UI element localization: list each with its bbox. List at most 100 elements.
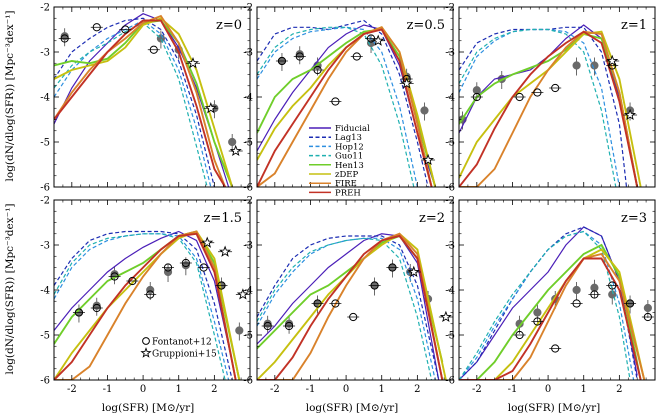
obs-star-point	[400, 77, 413, 89]
obs-filled-point	[263, 319, 272, 328]
obs-circle-point	[366, 34, 376, 43]
x-tick-label: 2	[211, 384, 217, 395]
y-tick-label: -6	[40, 376, 50, 387]
series-guo11	[257, 26, 415, 187]
obs-filled-point	[472, 86, 481, 95]
y-tick-label: -5	[243, 331, 253, 342]
legend-obs-star	[140, 347, 152, 358]
obs-circle-point	[217, 281, 226, 290]
x-axis-label-2: log(SFR) [M⊙/yr]	[306, 402, 399, 414]
legend-label-fiducial: Fiducial	[335, 124, 370, 134]
obs-circle-point	[349, 312, 358, 322]
obs-filled-point	[533, 308, 542, 317]
y-tick-label: -6	[445, 376, 455, 387]
obs-circle-point	[551, 83, 560, 93]
obs-circle-point	[515, 330, 524, 340]
series-lag13	[257, 19, 429, 187]
legend-label-preh: PREH	[335, 188, 361, 198]
legend-obs-circle	[142, 337, 150, 345]
y-tick-label: -5	[445, 138, 455, 149]
x-tick-label: -1	[103, 384, 113, 395]
plot-area	[459, 24, 642, 187]
y-tick-label: -2	[445, 3, 455, 14]
obs-star-point	[624, 108, 637, 121]
series-hop12	[257, 26, 418, 187]
obs-circle-point	[277, 56, 287, 66]
y-tick-label: -3	[40, 48, 50, 59]
obs-circle-point	[551, 344, 560, 353]
x-tick-label: 1	[379, 384, 385, 395]
y-tick-label: -6	[243, 183, 253, 194]
series-hen13	[54, 19, 234, 187]
obs-star-point	[229, 144, 242, 157]
obs-filled-point	[295, 50, 304, 59]
obs-circle-point	[149, 45, 158, 54]
series-hop12	[257, 237, 436, 380]
y-tick-label: -5	[40, 138, 50, 149]
obs-star-point	[439, 310, 452, 323]
obs-circle-point	[572, 299, 581, 308]
x-tick-label: 0	[343, 384, 349, 395]
series-preh	[459, 30, 639, 187]
y-tick-label: -4	[40, 93, 50, 104]
panel-frame	[458, 6, 656, 188]
obs-star-point	[407, 265, 420, 278]
panel-redshift-label: z=3	[621, 211, 647, 226]
obs-circle-point	[284, 321, 294, 331]
x-tick-label: 2	[616, 384, 622, 395]
series-hop12	[54, 19, 212, 187]
series-zdep	[54, 230, 241, 380]
series-fiducial	[257, 233, 440, 380]
obs-circle-point	[608, 281, 617, 290]
obs-circle-point	[92, 303, 101, 313]
series-hop12	[54, 233, 230, 380]
series-guo11	[257, 237, 433, 380]
obs-star-point	[219, 245, 232, 257]
series-fire	[54, 230, 237, 380]
y-tick-label: -2	[445, 196, 455, 207]
y-tick-label: -4	[40, 286, 50, 297]
series-preh	[54, 19, 226, 187]
obs-filled-point	[146, 285, 155, 295]
obs-star-point	[201, 236, 214, 248]
y-tick-label: -4	[243, 286, 253, 297]
panel-3: -2 -1 0 1 2-6-5-4-3-2z=1.5Fontanot+12Gruppio…	[40, 196, 251, 395]
series-preh	[459, 257, 642, 380]
obs-star-point	[422, 153, 435, 166]
panels: -6-5-4-3-2z=0-6-5-4-3-2z=0.5FiducialLag1…	[40, 3, 656, 395]
obs-circle-point	[263, 321, 272, 331]
y-tick-label: -5	[243, 138, 253, 149]
obs-circle-point	[199, 263, 208, 272]
panel-2: -6 -5 -4 -3 -2 z=1	[445, 3, 656, 194]
panel-redshift-label: z=1	[621, 18, 647, 33]
obs-circle-point	[110, 272, 119, 281]
series-fire	[459, 252, 646, 380]
y-tick-label: -2	[243, 196, 253, 207]
obs-filled-point	[228, 137, 237, 147]
series-guo11	[459, 28, 617, 187]
y-tick-label: -3	[243, 241, 253, 252]
series-fire	[54, 14, 226, 187]
series-guo11	[54, 233, 226, 380]
obs-circle-point	[472, 92, 481, 102]
panel-1: -6-5-4-3-2z=0.5FiducialLag13Hop12Guo11He…	[243, 3, 454, 198]
obs-circle-point	[533, 317, 542, 326]
panel-5: -2 -1 0 1 2 -6 -5 -4 -3 -2 z=3	[445, 196, 656, 395]
obs-star-point	[186, 57, 199, 69]
obs-filled-point	[572, 285, 581, 295]
obs-filled-point	[572, 61, 581, 70]
x-tick-label: -2	[270, 384, 280, 395]
series-guo11	[54, 22, 208, 187]
series-preh	[257, 234, 444, 380]
plot-area	[257, 232, 453, 380]
legend-label-fire: FIRE	[335, 179, 357, 189]
obs-circle-point	[121, 25, 130, 34]
x-tick-label: 1	[581, 384, 587, 395]
plot-area	[54, 13, 243, 187]
obs-circle-point	[625, 299, 635, 308]
series-guo11	[459, 230, 631, 380]
obs-circle-point	[146, 290, 155, 299]
legend-label-lag13: Lag13	[335, 133, 362, 143]
series-fiducial	[459, 24, 638, 187]
